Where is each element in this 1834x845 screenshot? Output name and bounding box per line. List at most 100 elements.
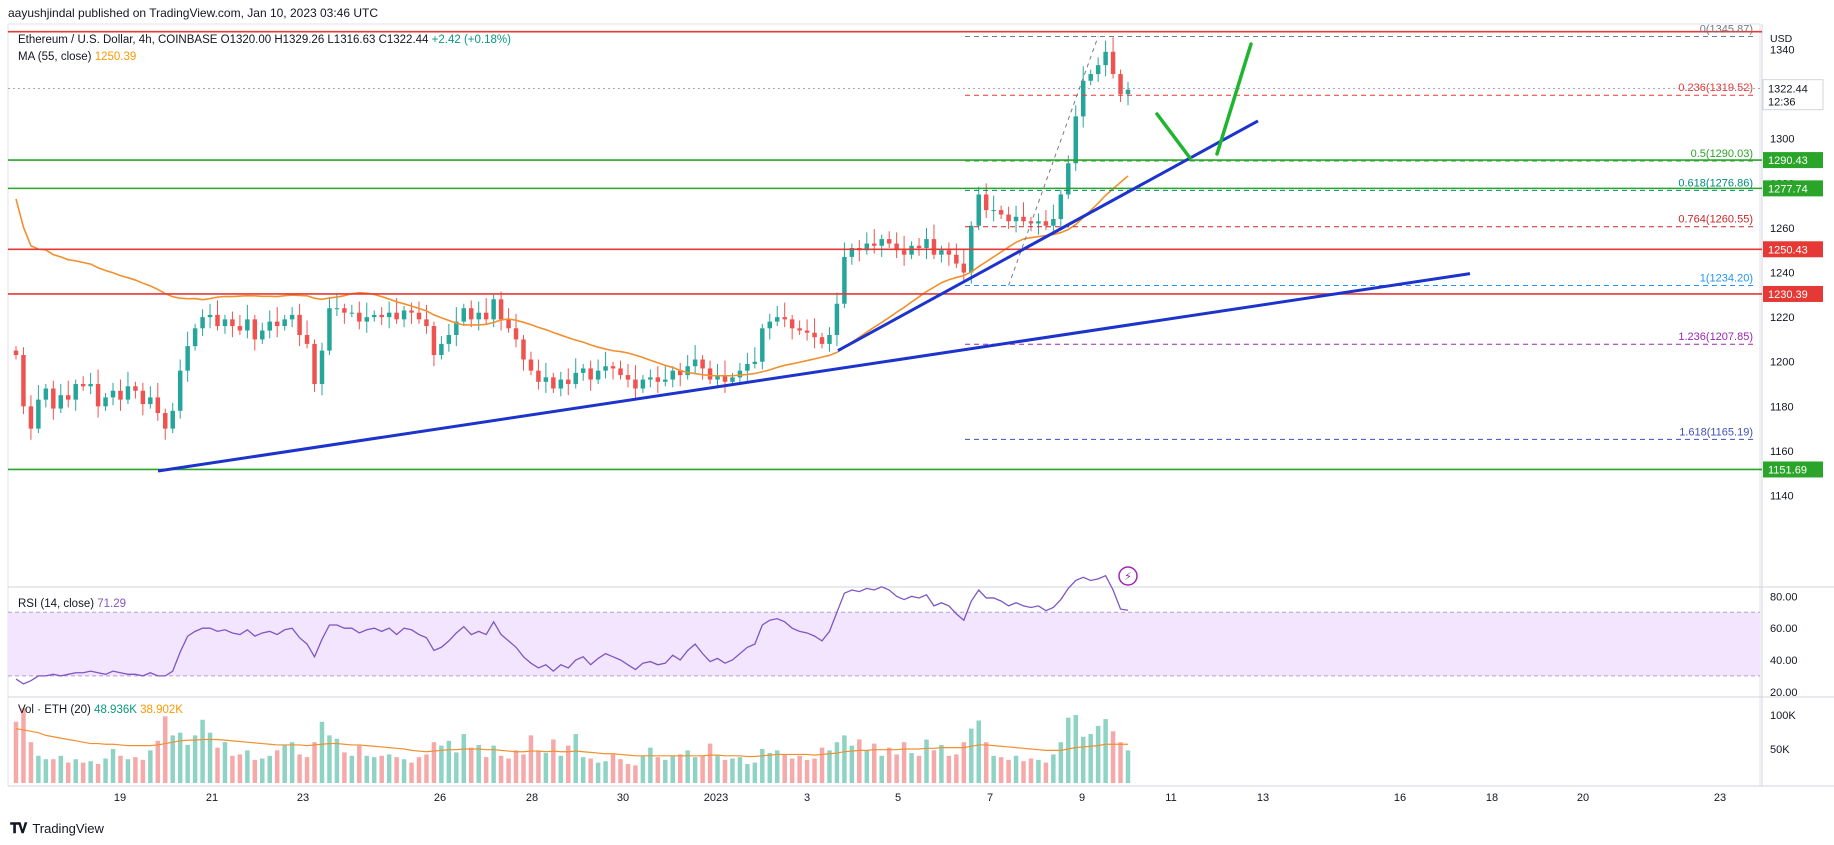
volume-bar: [476, 744, 481, 783]
ohlc-values: O1320.00 H1329.26 L1316.63 C1322.44: [220, 34, 429, 46]
volume-bar: [737, 757, 743, 783]
candle-body: [1058, 194, 1064, 220]
candle-body: [163, 413, 168, 429]
volume-bar: [528, 735, 534, 783]
rsi-tick-label: 60.00: [1770, 623, 1798, 635]
volume-tick-label: 100K: [1770, 710, 1796, 722]
volume-bar: [28, 742, 34, 783]
price-tick-label: 1160: [1770, 446, 1794, 458]
symbol-name[interactable]: Ethereum / U.S. Dollar, 4h, COINBASE: [18, 34, 218, 46]
candle-body: [961, 263, 967, 273]
time-tick-label: 7: [987, 792, 993, 804]
volume-bar: [610, 754, 616, 783]
candle-body: [954, 254, 959, 264]
volume-bar: [297, 754, 302, 783]
fib-level-label: 1(1234.20): [1700, 272, 1753, 284]
candle-body: [543, 377, 549, 382]
support-level-tag: [1763, 180, 1823, 197]
volume-bar: [327, 735, 332, 783]
volume-bar: [752, 762, 758, 783]
volume-bar: [73, 759, 78, 783]
candle-body: [133, 386, 138, 391]
volume-bar: [140, 759, 146, 783]
projection-rise-stroke: [1215, 42, 1253, 156]
volume-bar: [797, 755, 802, 783]
candle-body: [170, 410, 175, 429]
candle-body: [842, 256, 847, 304]
volume-bar: [431, 742, 437, 783]
volume-bar: [536, 750, 541, 783]
resistance-level-tag: [1763, 241, 1823, 258]
volume-bar: [260, 758, 265, 783]
volume-bar: [655, 757, 661, 783]
candle-body: [931, 239, 937, 255]
support-level-label: 1277.74: [1768, 183, 1808, 195]
candle-body: [342, 308, 347, 313]
candle-body: [125, 386, 131, 400]
candle-body: [80, 384, 86, 387]
volume-bar: [1013, 755, 1019, 783]
candle-body: [566, 379, 571, 385]
volume-bar: [939, 744, 944, 783]
volume-bar: [1006, 759, 1011, 783]
support-level-tag: [1763, 152, 1823, 169]
volume-bar: [446, 740, 452, 783]
volume-bar: [558, 755, 564, 783]
rsi-value: 71.29: [97, 598, 127, 610]
volume-bar: [1125, 750, 1131, 783]
volume-bar: [1051, 754, 1056, 783]
volume-bar: [207, 732, 213, 783]
volume-bar: [424, 754, 429, 783]
candle-body: [1080, 80, 1086, 117]
volume-bar: [819, 747, 825, 783]
volume-bar: [640, 755, 646, 783]
ma-label[interactable]: MA (55, close): [18, 51, 92, 63]
candle-body: [289, 314, 295, 320]
volume-bar: [946, 755, 952, 783]
candle-body: [454, 321, 459, 335]
time-tick-label: 30: [617, 792, 629, 804]
volume-bar: [289, 742, 295, 783]
price-change: +2.42 (+0.18%): [431, 34, 511, 46]
volume-bar: [21, 708, 26, 783]
volume-bar: [88, 761, 93, 783]
volume-bar: [879, 755, 884, 783]
fib-level-label: 0.236(1319.52): [1678, 82, 1753, 94]
volume-bar: [125, 759, 131, 783]
fib-level-label: 1.618(1165.19): [1679, 426, 1753, 438]
candle-body: [580, 368, 586, 373]
volume-bar: [961, 742, 967, 783]
candle-body: [155, 397, 161, 414]
candle-body: [1066, 163, 1071, 195]
candle-body: [349, 312, 355, 314]
candle-body: [789, 319, 795, 329]
candle-body: [924, 239, 929, 249]
candle-body: [237, 326, 243, 331]
candle-body: [200, 317, 205, 329]
volume-bar: [461, 734, 467, 783]
volume-bar: [342, 752, 347, 783]
volume-bar: [864, 750, 870, 783]
candle-body: [469, 308, 474, 320]
volume-bar: [43, 759, 49, 783]
volume-bar: [722, 759, 728, 783]
time-tick-label: 20: [1577, 792, 1589, 804]
candle-body: [886, 239, 892, 244]
tradingview-logo[interactable]: 𝐓𝐕 TradingView: [10, 820, 104, 837]
volume-bar: [707, 743, 713, 783]
rsi-label[interactable]: RSI (14, close): [18, 598, 95, 610]
volume-bar: [1021, 761, 1026, 783]
candle-body: [774, 317, 780, 322]
volume-label[interactable]: Vol · ETH (20): [18, 704, 91, 716]
volume-bar: [804, 759, 810, 783]
volume-tick-label: 50K: [1770, 744, 1790, 756]
candle-body: [946, 250, 952, 255]
volume-bar: [603, 761, 608, 783]
candle-body: [103, 397, 108, 407]
candle-body: [655, 377, 661, 382]
candle-body: [148, 397, 153, 405]
resistance-level-label: 1250.43: [1768, 244, 1808, 256]
volume-bar: [185, 744, 190, 783]
candle-body: [1013, 216, 1019, 222]
candle-body: [51, 388, 56, 409]
